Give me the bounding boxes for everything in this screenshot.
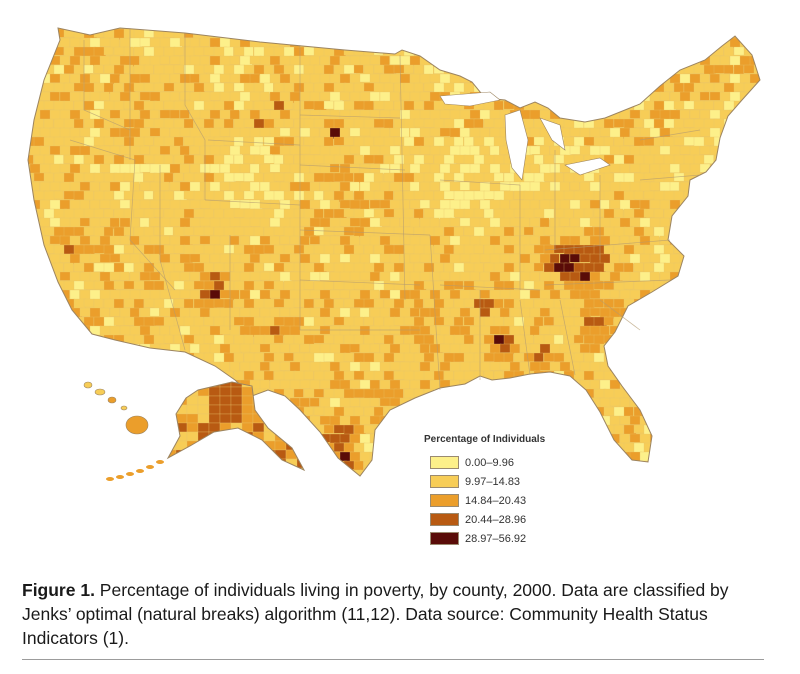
legend-swatch [430,513,459,526]
legend-item-2: 9.97–14.83 [424,472,594,491]
figure-label: Figure 1. [22,580,95,600]
legend-title: Percentage of Individuals [424,434,546,445]
caption-rule [22,659,764,660]
legend-label: 9.97–14.83 [465,475,521,488]
figure-caption: Figure 1. Percentage of individuals livi… [22,578,772,650]
legend-label: 28.97–56.92 [465,532,527,545]
caption-text: Percentage of individuals living in pove… [22,580,729,648]
map-canvas [27,27,761,481]
legend-item-5: 28.97–56.92 [424,529,594,548]
legend-label: 20.44–28.96 [465,513,527,526]
poverty-choropleth-map [27,27,761,481]
legend-swatch [430,456,459,469]
legend-label: 0.00–9.96 [465,456,514,469]
legend-swatch [430,494,459,507]
legend-swatch [430,475,459,488]
legend-item-4: 20.44–28.96 [424,510,594,529]
hawaii-inset [83,381,149,435]
map-legend: Percentage of Individuals 0.00–9.96 9.97… [424,434,594,548]
legend-label: 14.84–20.43 [465,494,527,507]
legend-swatch [430,532,459,545]
legend-item-1: 0.00–9.96 [424,453,594,472]
state-boundaries [69,28,701,391]
legend-item-3: 14.84–20.43 [424,491,594,510]
